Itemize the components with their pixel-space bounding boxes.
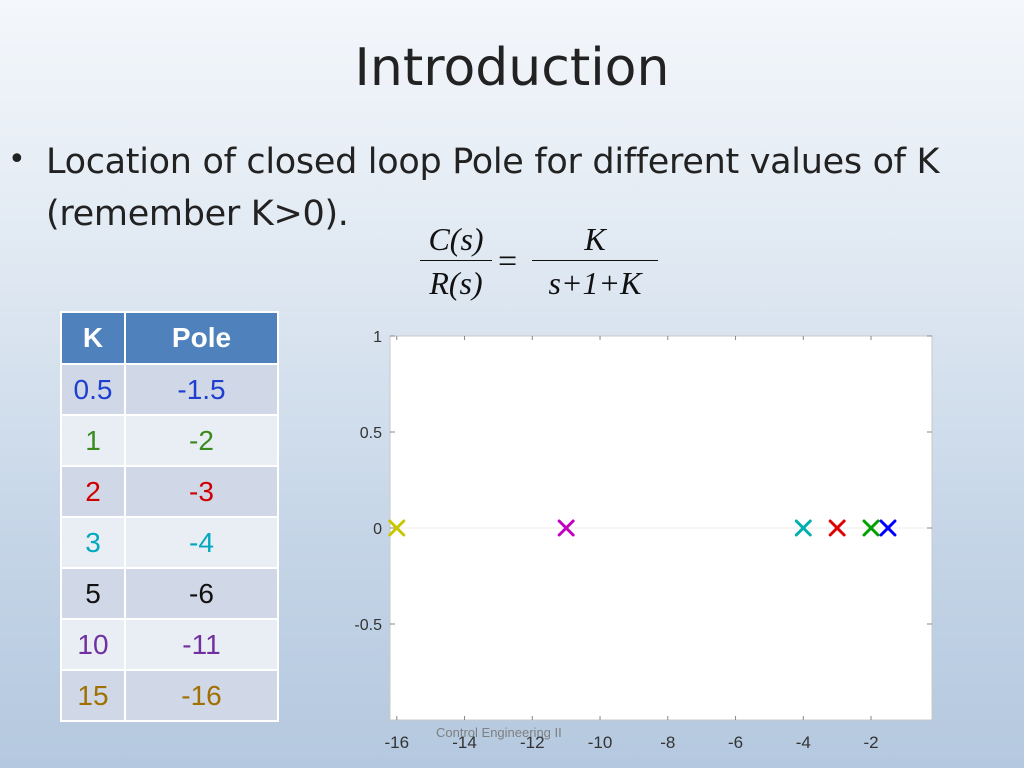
pole-marker <box>388 519 406 537</box>
pole-value: -1.5 <box>124 363 279 416</box>
k-value: 10 <box>60 618 126 671</box>
k-value: 2 <box>60 465 126 518</box>
pole-marker <box>828 519 846 537</box>
k-value: 15 <box>60 669 126 722</box>
y-tick-label: 1 <box>373 329 382 346</box>
rhs-numerator: K <box>584 221 606 257</box>
x-tick-label: -16 <box>384 733 409 752</box>
lhs-numerator: C(s) <box>428 221 484 257</box>
x-tick-label: -14 <box>452 733 477 752</box>
k-pole-table: K Pole 0.5 -1.5 1 -2 2 -3 3 -4 5 -6 10 -… <box>60 311 279 722</box>
pole-marker <box>557 519 575 537</box>
pole-marker <box>862 519 880 537</box>
lhs-fraction-bar <box>420 260 492 261</box>
table-row: 2 -3 <box>60 465 279 518</box>
rhs-fraction: K s+1+K <box>532 218 658 305</box>
table-row: 5 -6 <box>60 567 279 620</box>
bullet-text: Location of closed loop Pole for differe… <box>46 142 940 234</box>
pole-location-plot: -16 -14 -12 -10 -8 -6 -4 -2 1 0.5 0 -0.5 <box>354 329 933 752</box>
lhs-denominator: R(s) <box>429 265 483 301</box>
k-value: 5 <box>60 567 126 620</box>
k-value: 1 <box>60 414 126 467</box>
pole-marker <box>879 519 897 537</box>
x-tick-label: -4 <box>796 733 811 752</box>
x-tick-label: -12 <box>520 733 545 752</box>
x-tick-label: -10 <box>588 733 613 752</box>
header-pole: Pole <box>124 311 279 365</box>
table-row: 1 -2 <box>60 414 279 467</box>
pole-value: -6 <box>124 567 279 620</box>
table-row: 0.5 -1.5 <box>60 363 279 416</box>
rhs-fraction-bar <box>532 260 658 261</box>
pole-marker <box>794 519 812 537</box>
y-tick-label: 0.5 <box>360 425 382 442</box>
footer-text: Control Engineering II <box>436 725 562 740</box>
slide-title: Introduction <box>354 38 670 98</box>
pole-value: -4 <box>124 516 279 569</box>
k-value: 0.5 <box>60 363 126 416</box>
transfer-function-equation: C(s) R(s) = K s+1+K <box>420 218 670 310</box>
y-tick-label: -0.5 <box>354 617 382 634</box>
pole-value: -2 <box>124 414 279 467</box>
lhs-fraction: C(s) R(s) <box>420 218 492 305</box>
pole-value: -3 <box>124 465 279 518</box>
table-row: 15 -16 <box>60 669 279 722</box>
x-tick-label: -8 <box>660 733 675 752</box>
rhs-denominator: s+1+K <box>548 265 642 301</box>
table-row: 10 -11 <box>60 618 279 671</box>
pole-value: -16 <box>124 669 279 722</box>
bullet-icon: • <box>8 142 26 177</box>
table-header-row: K Pole <box>60 311 279 365</box>
k-value: 3 <box>60 516 126 569</box>
pole-value: -11 <box>124 618 279 671</box>
y-tick-label: 0 <box>373 521 382 538</box>
equals-sign: = <box>498 243 518 280</box>
x-tick-label: -2 <box>863 733 878 752</box>
header-k: K <box>60 311 126 365</box>
x-tick-label: -6 <box>728 733 743 752</box>
table-row: 3 -4 <box>60 516 279 569</box>
